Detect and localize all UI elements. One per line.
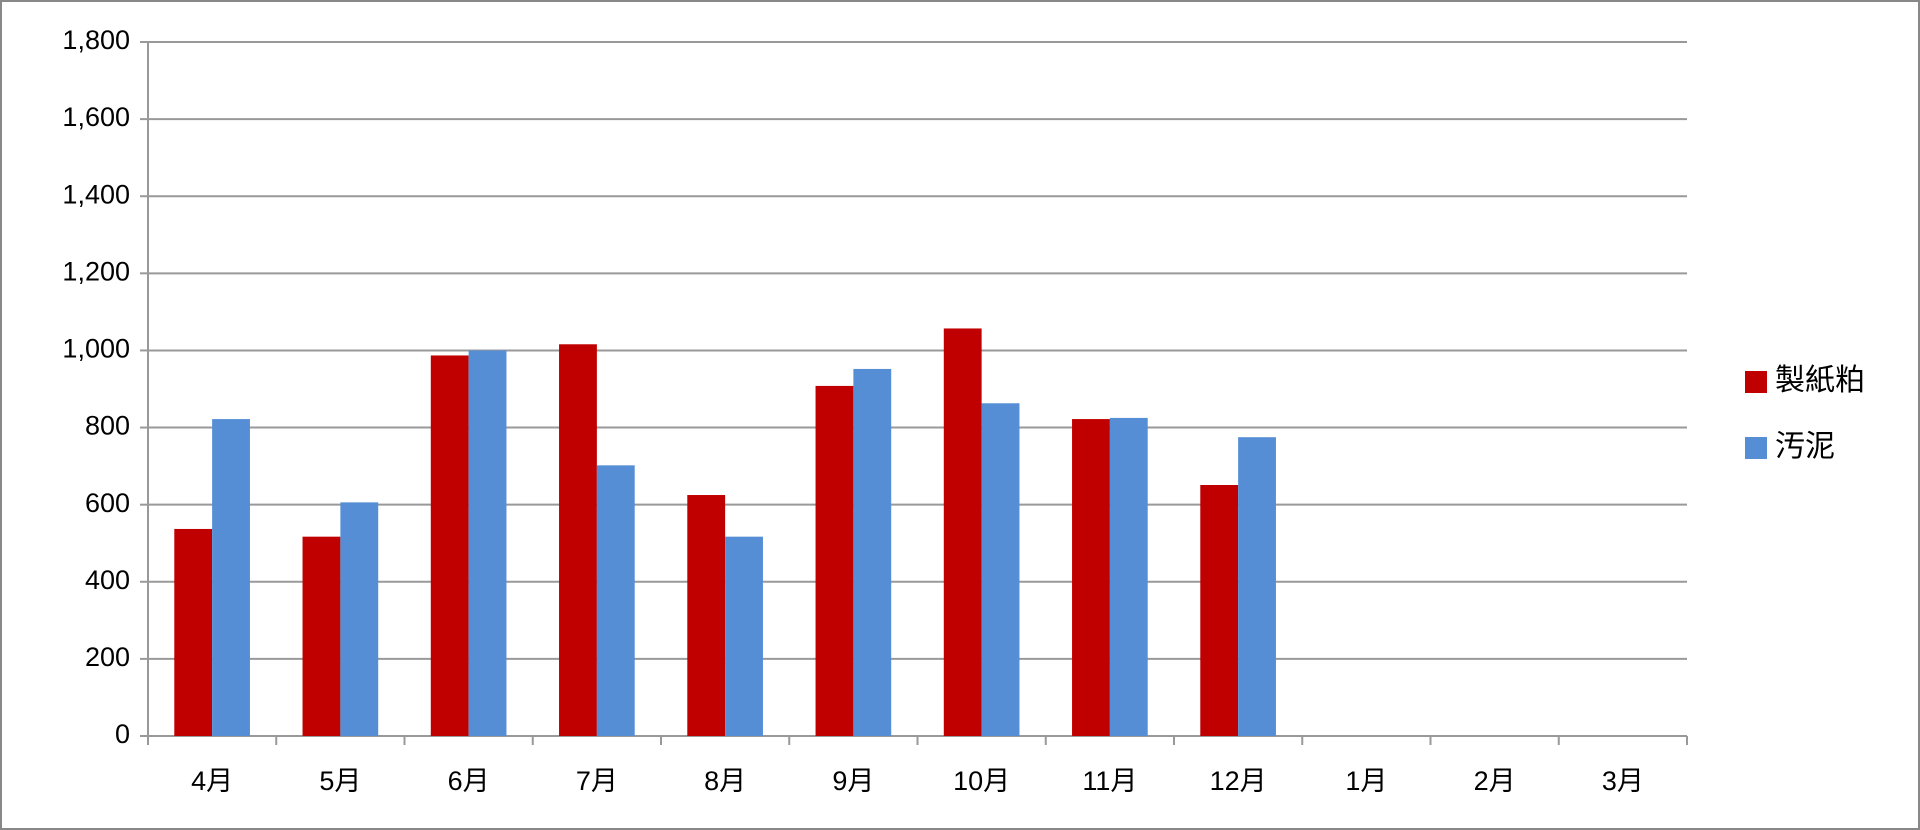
bar: [853, 368, 892, 736]
y-tick-label: 1,200: [62, 256, 130, 286]
bar: [943, 328, 982, 736]
x-tick-label: 3月: [1602, 766, 1644, 796]
bar: [596, 465, 635, 736]
x-tick-label: 2月: [1474, 766, 1516, 796]
legend-label: 汚泥: [1775, 430, 1835, 463]
bar: [302, 536, 341, 736]
bar: [212, 419, 250, 736]
y-tick-label: 600: [85, 488, 130, 518]
x-tick-label: 4月: [191, 766, 233, 796]
bar: [725, 536, 763, 736]
bar: [1109, 417, 1148, 736]
x-tick-label: 9月: [832, 766, 874, 796]
bar: [468, 350, 507, 736]
x-tick-label: 5月: [319, 766, 361, 796]
y-tick-label: 0: [115, 719, 130, 749]
bar: [1072, 419, 1110, 736]
bar: [1238, 437, 1276, 736]
legend-label: 製紙粕: [1775, 364, 1865, 397]
bar: [981, 403, 1020, 736]
y-tick-label: 1,600: [62, 102, 130, 132]
legend-swatch: [1745, 437, 1767, 459]
y-tick-label: 800: [85, 411, 130, 441]
x-tick-label: 8月: [704, 766, 746, 796]
y-tick-label: 400: [85, 565, 130, 595]
x-tick-label: 11月: [1082, 766, 1137, 796]
bar: [815, 385, 854, 736]
x-tick-label: 12月: [1210, 766, 1267, 796]
x-tick-label: 1月: [1345, 766, 1387, 796]
x-tick-label: 6月: [448, 766, 490, 796]
legend-swatch: [1745, 371, 1767, 393]
y-tick-label: 1,000: [62, 334, 130, 364]
bar: [1200, 485, 1239, 736]
bar: [559, 344, 597, 736]
x-tick-label: 10月: [953, 766, 1010, 796]
y-tick-label: 200: [85, 642, 130, 672]
x-tick-label: 7月: [576, 766, 618, 796]
y-tick-label: 1,400: [62, 179, 130, 209]
bar: [174, 528, 213, 736]
bar: [340, 502, 379, 736]
bar: [430, 355, 469, 736]
bar: [687, 495, 726, 736]
y-tick-label: 1,800: [62, 25, 130, 55]
